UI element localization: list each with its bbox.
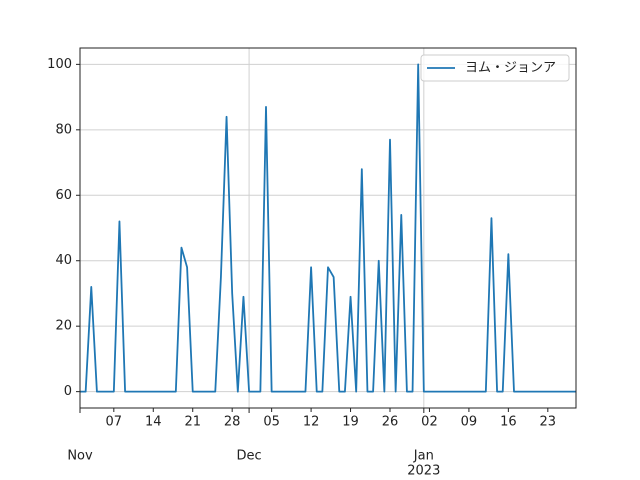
x-major-label: Dec bbox=[237, 449, 262, 464]
y-tick-label: 20 bbox=[55, 319, 72, 334]
x-tick-label: 14 bbox=[145, 415, 162, 430]
x-tick-label: 16 bbox=[500, 415, 517, 430]
legend-label: ヨム・ジョンア bbox=[465, 61, 556, 76]
y-tick-label: 60 bbox=[55, 188, 72, 203]
x-tick-label: 23 bbox=[540, 415, 557, 430]
x-tick-label: 09 bbox=[461, 415, 478, 430]
x-year-label: 2023 bbox=[407, 464, 440, 479]
x-tick-label: 19 bbox=[342, 415, 359, 430]
legend-box bbox=[420, 54, 570, 82]
x-tick-label: 12 bbox=[303, 415, 320, 430]
x-tick-label: 05 bbox=[263, 415, 280, 430]
x-tick-label: 26 bbox=[382, 415, 399, 430]
y-tick-label: 80 bbox=[55, 122, 72, 137]
x-tick-label: 28 bbox=[224, 415, 241, 430]
y-tick-label: 0 bbox=[64, 384, 72, 399]
plot-frame bbox=[79, 47, 577, 409]
x-tick-label: 02 bbox=[421, 415, 438, 430]
y-tick-label: 40 bbox=[55, 253, 72, 268]
x-tick-label: 21 bbox=[184, 415, 201, 430]
legend: ヨム・ジョンア bbox=[420, 54, 570, 82]
y-tick-label: 100 bbox=[47, 57, 72, 72]
x-tick-label: 07 bbox=[106, 415, 123, 430]
x-major-label: Nov bbox=[67, 449, 93, 464]
data-line bbox=[80, 63, 576, 393]
x-major-label: Jan bbox=[413, 449, 434, 464]
